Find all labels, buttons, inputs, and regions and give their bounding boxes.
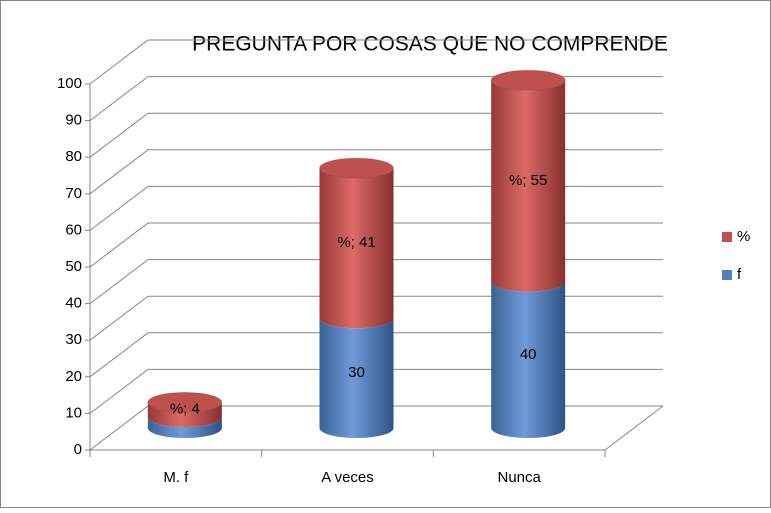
cylinder-segment [491, 80, 566, 292]
y-tick-label: 30 [65, 331, 82, 348]
y-tick-label: 40 [65, 295, 82, 312]
data-label: %; 55 [509, 172, 547, 189]
y-tick-label: 70 [65, 185, 82, 202]
y-tick-label: 50 [65, 258, 82, 275]
y-tick-label: 0 [74, 441, 82, 458]
legend-swatch [722, 270, 732, 280]
y-tick-label: 90 [65, 112, 82, 129]
y-tick-label: 20 [65, 368, 82, 385]
cylinder-segment [147, 402, 222, 428]
cylinder-segment [319, 168, 394, 329]
y-tick-label: 60 [65, 221, 82, 238]
legend-swatch [722, 232, 732, 242]
data-label: %; 4 [170, 401, 200, 418]
legend-label: f [737, 266, 742, 283]
y-tick-label: 100 [57, 75, 82, 92]
y-tick-label: 10 [65, 404, 82, 421]
data-label: %; 41 [337, 234, 375, 251]
cylinder-top [490, 69, 566, 91]
y-tick-label: 80 [65, 148, 82, 165]
cylinder-segment [491, 281, 566, 438]
x-tick-label: M. f [163, 469, 189, 486]
legend-label: % [737, 228, 750, 245]
cylinder-top [319, 157, 394, 179]
x-tick-label: Nunca [497, 469, 541, 486]
grid-line [89, 76, 663, 121]
grid-line [89, 39, 663, 85]
cylinder-segment [147, 417, 222, 438]
cylinder-segment [319, 318, 394, 438]
data-label: 40 [520, 346, 537, 363]
data-label: 30 [348, 364, 365, 381]
chart-title: PREGUNTA POR COSAS QUE NO COMPRENDE [192, 33, 668, 56]
cylinder-top [147, 391, 223, 413]
x-tick-label: A veces [321, 469, 374, 486]
